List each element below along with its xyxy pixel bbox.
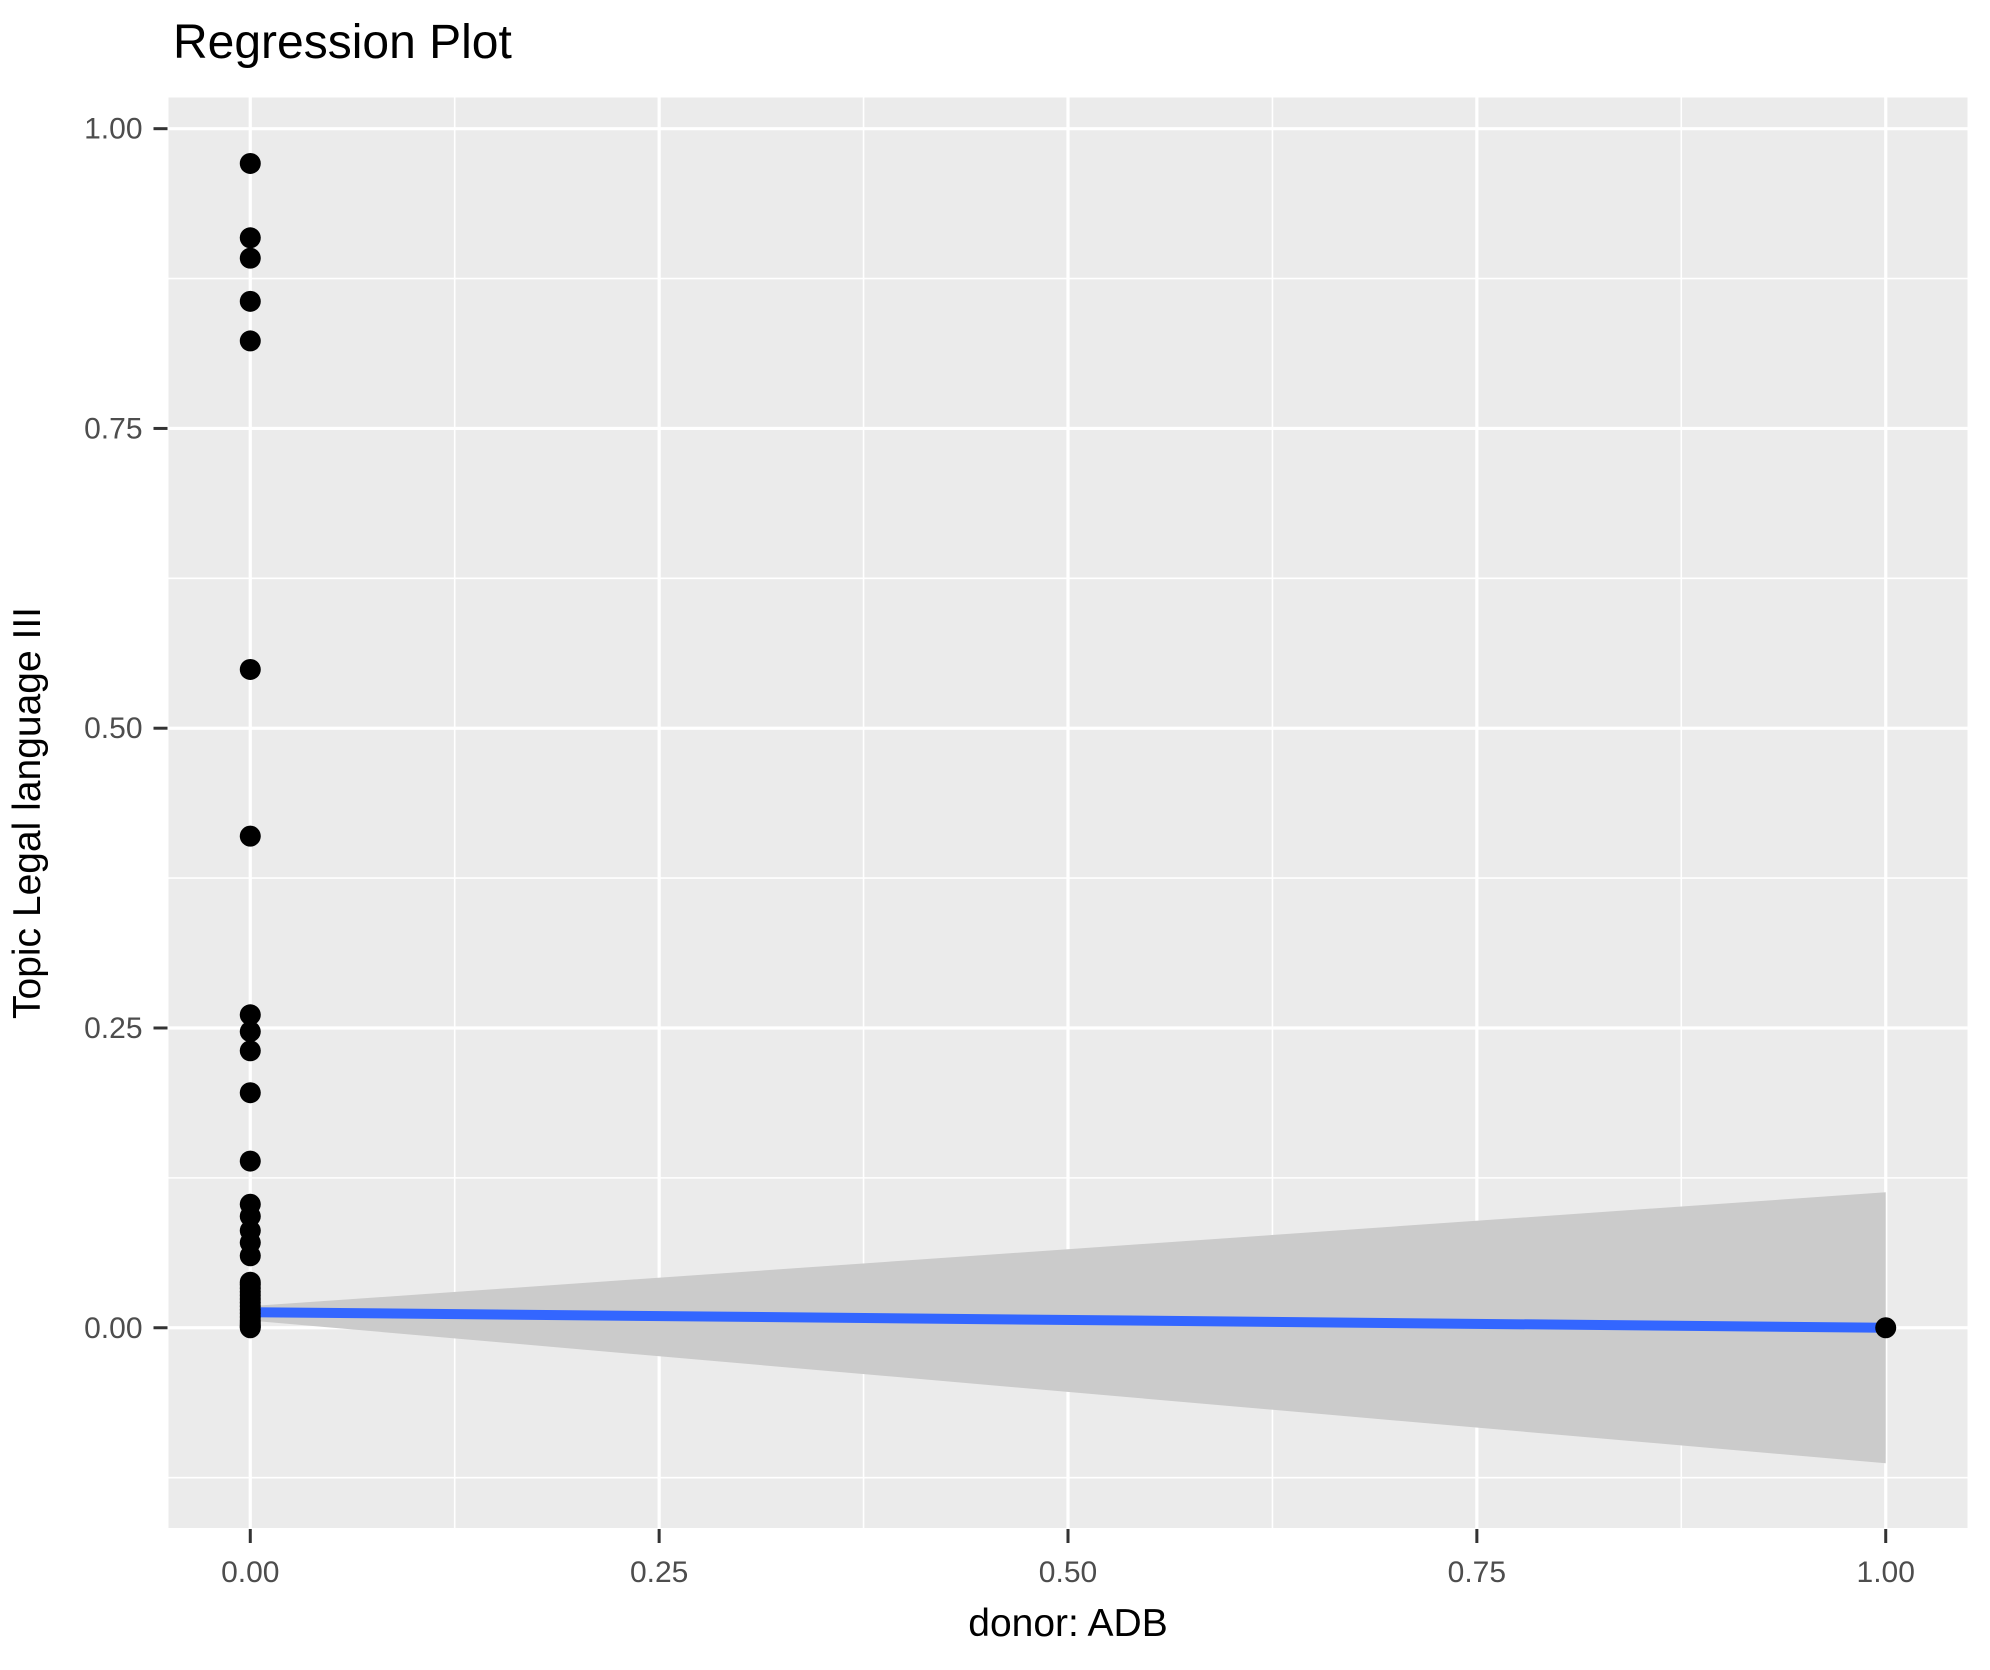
x-axis-tick-label: 1.00 bbox=[1857, 1556, 1915, 1589]
data-point bbox=[239, 330, 261, 352]
data-point bbox=[239, 1205, 261, 1227]
x-axis-tick-label: 0.00 bbox=[221, 1556, 279, 1589]
y-axis-tick-label: 0.25 bbox=[84, 1012, 142, 1045]
x-axis-tick-label: 0.25 bbox=[630, 1556, 688, 1589]
y-axis-tick-label: 0.75 bbox=[84, 412, 142, 445]
data-point bbox=[239, 658, 261, 680]
x-axis-tick-label: 0.50 bbox=[1039, 1556, 1097, 1589]
confidence-band bbox=[250, 1192, 1886, 1464]
data-point bbox=[239, 1245, 261, 1267]
data-points bbox=[239, 152, 1897, 1339]
data-point bbox=[239, 247, 261, 269]
data-point bbox=[239, 1150, 261, 1172]
data-point bbox=[1875, 1317, 1897, 1339]
x-axis-tick-label: 0.75 bbox=[1448, 1556, 1506, 1589]
data-point bbox=[239, 1040, 261, 1062]
data-point bbox=[239, 825, 261, 847]
data-point bbox=[239, 152, 261, 174]
data-point bbox=[239, 227, 261, 249]
data-point bbox=[239, 290, 261, 312]
chart-title: Regression Plot bbox=[173, 16, 512, 69]
x-axis-title: donor: ADB bbox=[968, 1602, 1167, 1645]
regression-fit-line bbox=[250, 1307, 1886, 1333]
data-point bbox=[239, 1021, 261, 1043]
y-axis-tick-label: 0.50 bbox=[84, 712, 142, 745]
axis-tick-labels: 0.00 0.25 0.50 0.75 1.00 0.00 0.25 0.50 0.75 1.00 bbox=[84, 113, 1915, 1589]
data-point bbox=[239, 1082, 261, 1104]
y-axis-tick-label: 0.00 bbox=[84, 1312, 142, 1345]
y-axis-title: Topic Legal language III bbox=[6, 607, 49, 1019]
confidence-band-area bbox=[250, 1192, 1886, 1464]
y-axis-tick-label: 1.00 bbox=[84, 113, 142, 146]
data-point bbox=[239, 1317, 261, 1339]
axis-tick-marks bbox=[153, 127, 1888, 1543]
data-point bbox=[239, 1004, 261, 1026]
regression-line bbox=[250, 1307, 1886, 1333]
